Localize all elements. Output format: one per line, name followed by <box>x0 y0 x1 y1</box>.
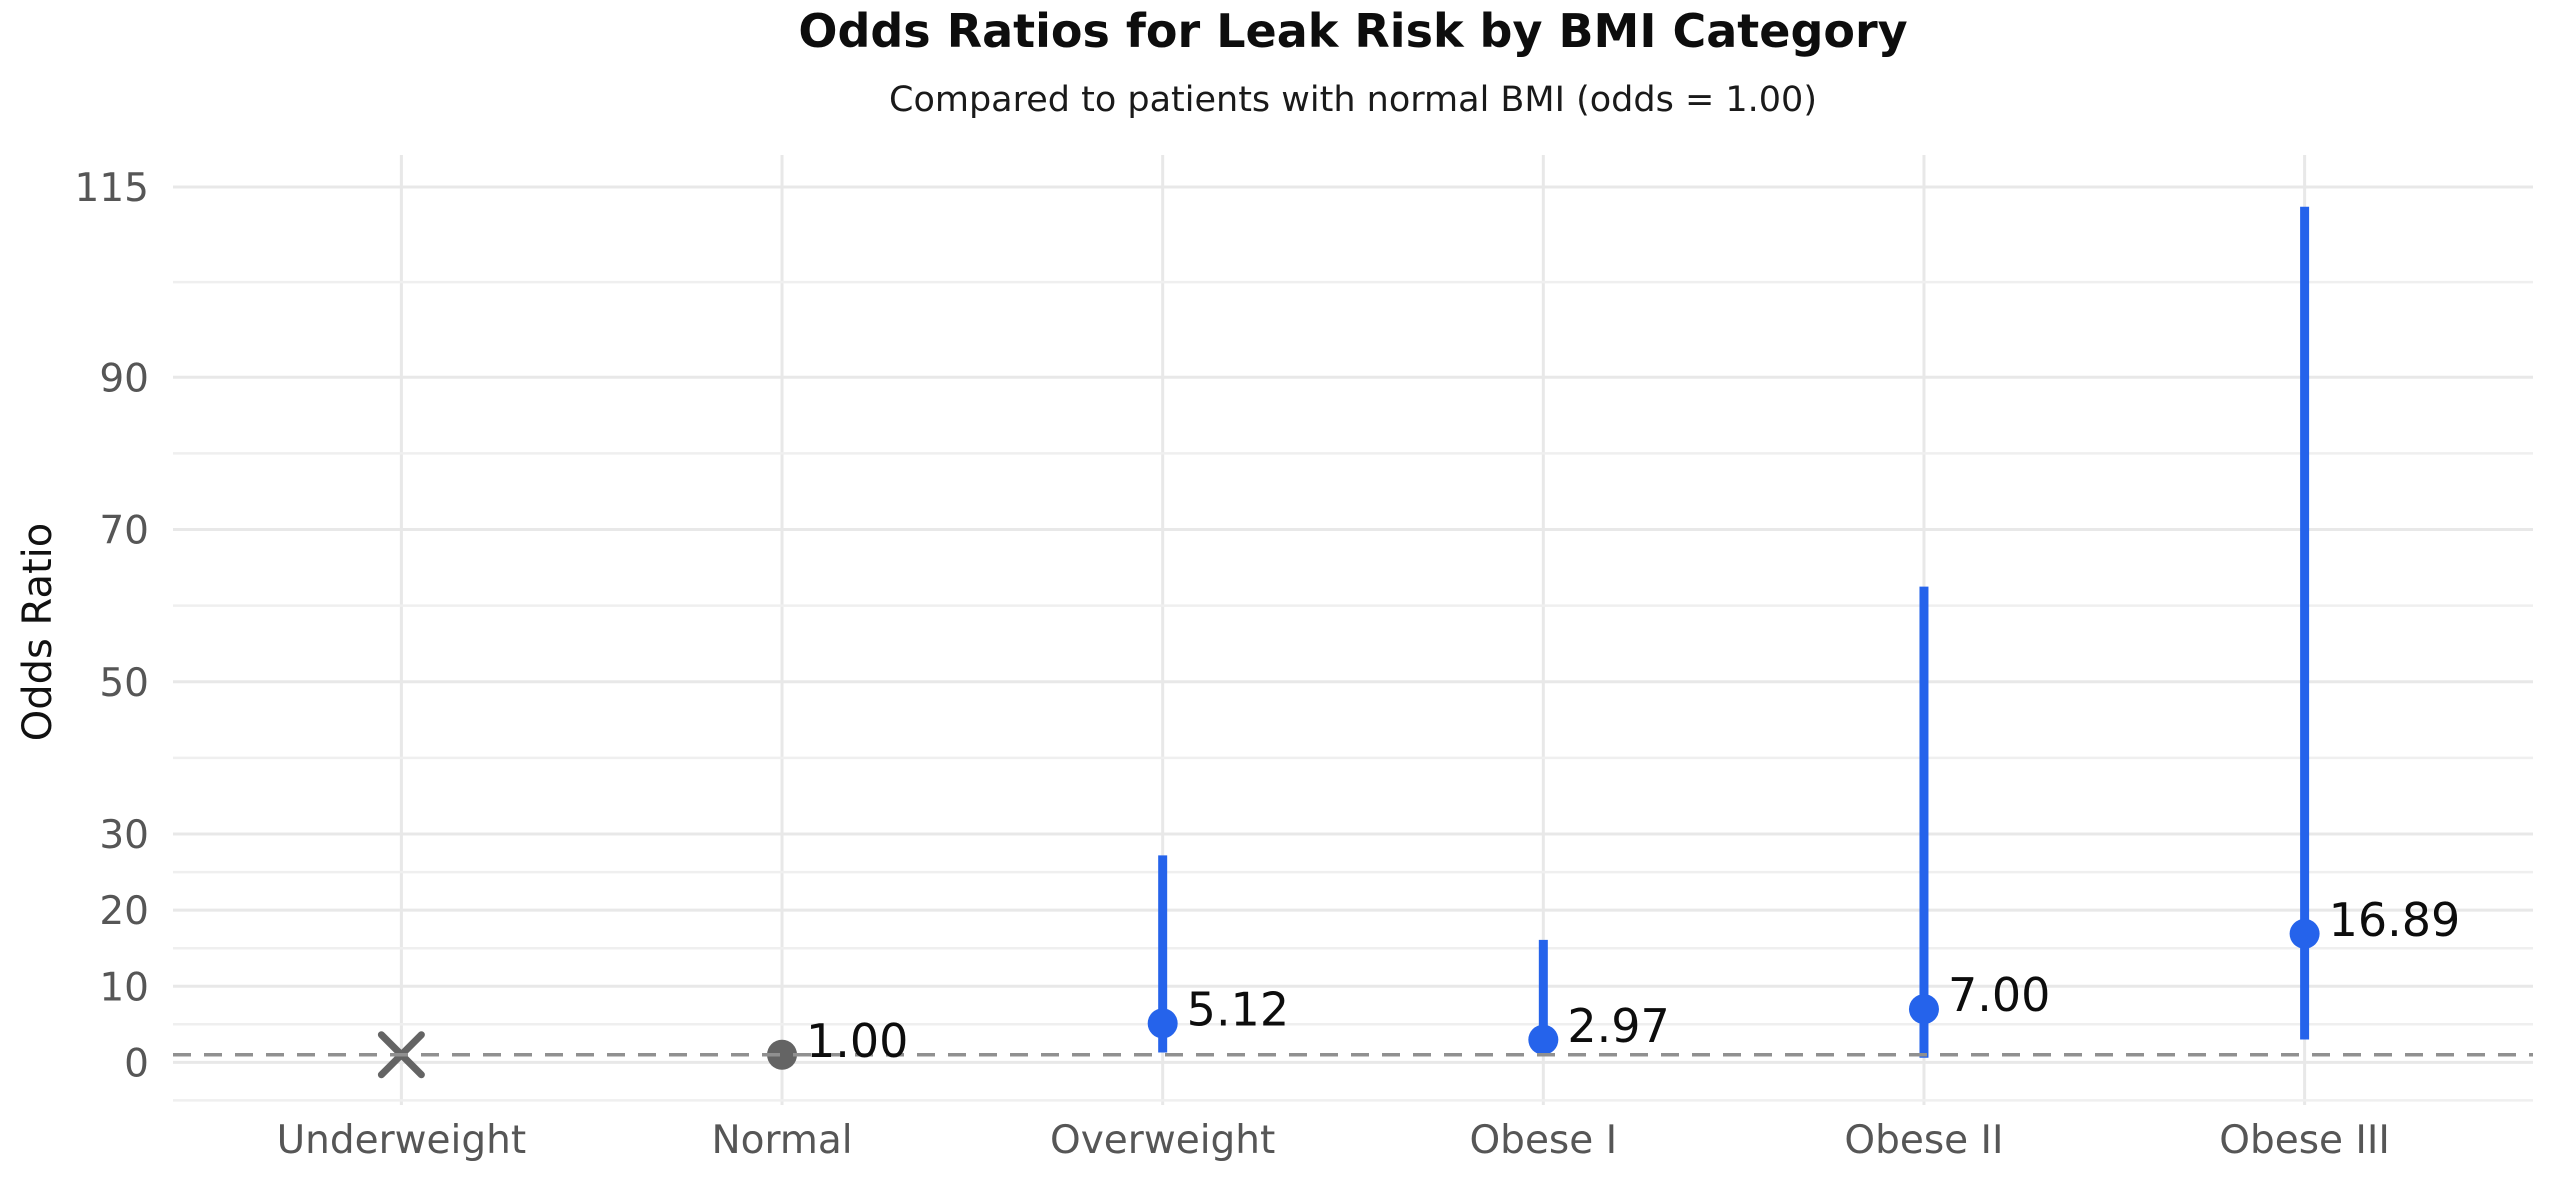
y-tick-label: 20 <box>99 889 149 934</box>
x-category-label: Underweight <box>277 1118 527 1163</box>
point-marker <box>1147 1008 1178 1039</box>
value-label: 1.00 <box>806 1014 908 1068</box>
x-category-label: Overweight <box>1050 1118 1275 1163</box>
chart-title: Odds Ratios for Leak Risk by BMI Categor… <box>798 4 1908 58</box>
value-label: 5.12 <box>1187 982 1289 1036</box>
value-label: 2.97 <box>1567 999 1669 1053</box>
y-tick-label: 70 <box>99 509 149 554</box>
y-tick-label: 90 <box>99 356 149 401</box>
x-category-label: Normal <box>711 1118 852 1163</box>
point-marker <box>767 1039 798 1070</box>
x-category-label: Obese I <box>1469 1118 1617 1163</box>
y-tick-label: 50 <box>99 661 149 706</box>
y-tick-label: 10 <box>99 965 149 1010</box>
y-tick-label: 0 <box>124 1041 149 1086</box>
point-marker <box>2289 918 2320 949</box>
value-label: 16.89 <box>2329 893 2461 947</box>
chart-subtitle: Compared to patients with normal BMI (od… <box>889 80 1817 120</box>
x-category-label: Obese III <box>2219 1118 2390 1163</box>
value-label: 7.00 <box>1948 968 2050 1022</box>
y-tick-label: 30 <box>99 813 149 858</box>
point-marker <box>1528 1024 1559 1055</box>
point-marker <box>1908 994 1939 1025</box>
y-tick-label: 115 <box>75 166 149 211</box>
x-category-label: Obese II <box>1844 1118 2003 1163</box>
